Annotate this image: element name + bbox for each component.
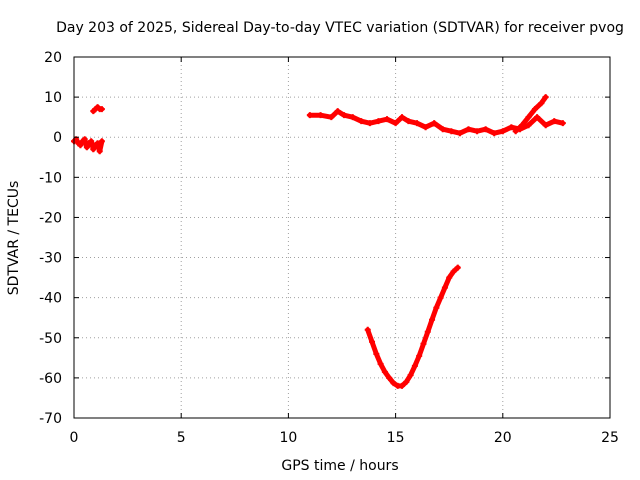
data-point: [429, 316, 436, 323]
x-axis-label: GPS time / hours: [281, 458, 398, 474]
data-point: [399, 382, 406, 389]
data-point: [96, 148, 103, 155]
y-tick-label: 0: [53, 130, 62, 146]
data-point: [437, 294, 444, 301]
data-point: [499, 128, 506, 135]
data-point: [542, 94, 549, 101]
data-point: [519, 122, 526, 129]
grid-layer: [74, 57, 610, 418]
data-point: [90, 146, 97, 153]
data-point: [88, 138, 95, 145]
data-point: [373, 350, 380, 357]
data-point: [456, 130, 463, 137]
data-point: [446, 274, 453, 281]
data-point: [420, 340, 427, 347]
data-point: [375, 118, 382, 125]
tick-layer: 0 5 10 15 20 25 20 10 0 -10 -20 -30 -40 -50 -60 -70: [39, 50, 619, 446]
data-point: [405, 118, 412, 125]
data-point: [77, 142, 84, 149]
series-trace: [365, 265, 461, 389]
data-point: [450, 268, 457, 275]
y-tick-label: -20: [39, 210, 62, 226]
data-point: [508, 124, 515, 131]
data-point: [534, 114, 541, 121]
y-tick-label: -50: [39, 331, 62, 347]
series-evening-spike: [512, 94, 549, 135]
data-point: [369, 338, 376, 345]
y-tick-label: -60: [39, 371, 62, 387]
data-point: [390, 380, 397, 387]
y-tick-label: -70: [39, 411, 62, 427]
data-point: [431, 120, 438, 127]
data-point: [454, 264, 461, 271]
y-tick-label: 20: [44, 50, 62, 66]
series-v-dip: [364, 264, 461, 389]
data-point: [559, 120, 566, 127]
data-point: [414, 120, 421, 127]
data-point: [531, 106, 538, 113]
data-point: [98, 138, 105, 145]
data-point: [433, 304, 440, 311]
data-point: [83, 144, 90, 151]
series-early-cluster: [71, 136, 105, 155]
data-point: [482, 126, 489, 133]
data-point: [512, 128, 519, 135]
data-point: [334, 108, 341, 115]
data-point: [422, 124, 429, 131]
data-point: [491, 130, 498, 137]
data-point: [364, 326, 371, 333]
data-point: [448, 128, 455, 135]
data-point: [525, 114, 532, 121]
data-point: [441, 284, 448, 291]
x-tick-label: 20: [494, 430, 512, 446]
data-point: [439, 126, 446, 133]
data-point: [366, 120, 373, 127]
data-point: [386, 374, 393, 381]
data-point: [377, 360, 384, 367]
data-point: [411, 362, 418, 369]
data-point: [381, 368, 388, 375]
data-point: [542, 122, 549, 129]
y-tick-label: -30: [39, 251, 62, 267]
y-tick-label: 10: [44, 90, 62, 106]
x-tick-label: 25: [601, 430, 619, 446]
data-point: [407, 372, 414, 379]
y-axis-label: SDTVAR / TECUs: [6, 181, 22, 296]
data-point: [424, 328, 431, 335]
data-point: [317, 112, 324, 119]
y-tick-label: -10: [39, 170, 62, 186]
data-point: [465, 126, 472, 133]
data-point: [538, 100, 545, 107]
data-point: [403, 378, 410, 385]
x-tick-label: 5: [177, 430, 186, 446]
data-point: [341, 112, 348, 119]
data-point: [474, 128, 481, 135]
plot-frame: [73, 56, 611, 419]
x-tick-label: 15: [387, 430, 405, 446]
data-point: [94, 140, 101, 147]
data-point: [399, 114, 406, 121]
series-layer: [71, 94, 566, 389]
data-point: [392, 120, 399, 127]
data-point: [328, 114, 335, 121]
data-point: [384, 116, 391, 123]
data-point: [358, 118, 365, 125]
data-point: [349, 114, 356, 121]
chart-title: Day 203 of 2025, Sidereal Day-to-day VTE…: [56, 20, 624, 36]
series-early-upper: [90, 104, 105, 115]
x-tick-label: 10: [279, 430, 297, 446]
data-point: [525, 122, 532, 129]
x-tick-label: 0: [70, 430, 79, 446]
y-tick-label: -40: [39, 291, 62, 307]
data-point: [416, 352, 423, 359]
data-point: [306, 112, 313, 119]
data-point: [98, 106, 105, 113]
data-point: [81, 136, 88, 143]
data-point: [551, 118, 558, 125]
